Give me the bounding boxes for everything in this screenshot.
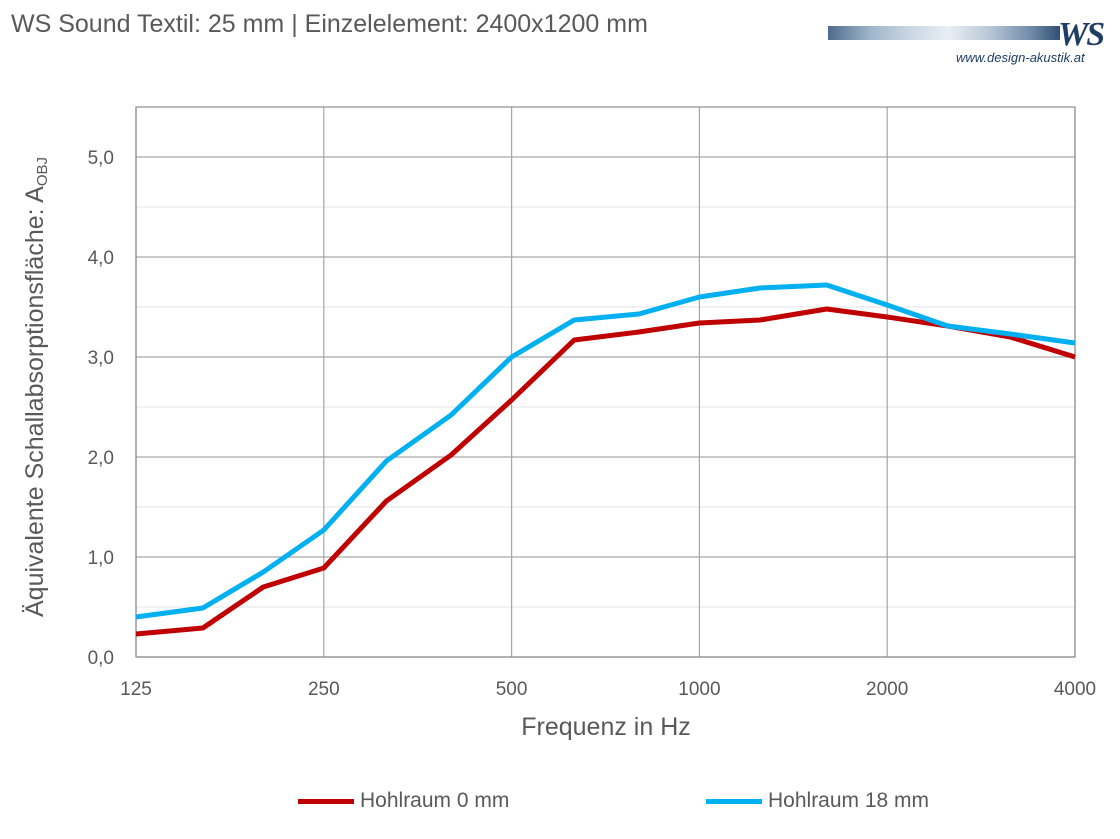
plot-border (135, 106, 1076, 658)
y-axis-label-main: Äquivalente Schallabsorptionsfläche: A (21, 186, 49, 618)
x-tick-labels: 125 250 500 1000 2000 4000 (120, 679, 1096, 700)
x-tick-label: 1000 (678, 679, 720, 700)
y-tick-labels: 0,0 1,0 2,0 3,0 4,0 5,0 (88, 148, 114, 669)
y-tick-label: 4,0 (88, 248, 114, 269)
legend-label-hohlraum-0: Hohlraum 0 mm (360, 789, 510, 812)
legend: Hohlraum 0 mm Hohlraum 18 mm (0, 786, 1120, 816)
legend-label-hohlraum-18: Hohlraum 18 mm (768, 789, 930, 812)
y-tick-label: 2,0 (88, 448, 114, 469)
y-axis-label: Äquivalente Schallabsorptionsfläche: AOB… (21, 87, 51, 687)
x-tick-label: 125 (120, 679, 152, 700)
y-axis-label-sub: OBJ (34, 156, 51, 187)
logo-strip (828, 26, 1060, 40)
legend-item-hohlraum-0: Hohlraum 0 mm (298, 786, 509, 816)
logo-mark: WS (1058, 16, 1105, 53)
series-line-1 (135, 282, 1076, 620)
chart-title: WS Sound Textil: 25 mm | Einzelelement: … (11, 10, 648, 38)
x-axis-label: Frequenz in Hz (521, 713, 691, 741)
x-tick-label: 2000 (866, 679, 908, 700)
logo-url: www.design-akustik.at (956, 50, 1085, 65)
y-tick-label: 5,0 (88, 148, 114, 169)
y-tick-label: 3,0 (88, 348, 114, 369)
plot-area (136, 107, 1075, 657)
legend-swatch-hohlraum-0 (298, 798, 354, 804)
legend-item-hohlraum-18: Hohlraum 18 mm (706, 786, 929, 816)
x-tick-label: 250 (308, 679, 340, 700)
legend-swatch-hohlraum-18 (706, 798, 762, 804)
x-tick-label: 4000 (1054, 679, 1096, 700)
series-line-0 (135, 306, 1076, 637)
company-logo: WS www.design-akustik.at (828, 16, 1114, 72)
y-tick-label: 1,0 (88, 548, 114, 569)
series-lines (135, 282, 1076, 637)
y-tick-label: 0,0 (88, 648, 114, 669)
x-tick-label: 500 (496, 679, 528, 700)
